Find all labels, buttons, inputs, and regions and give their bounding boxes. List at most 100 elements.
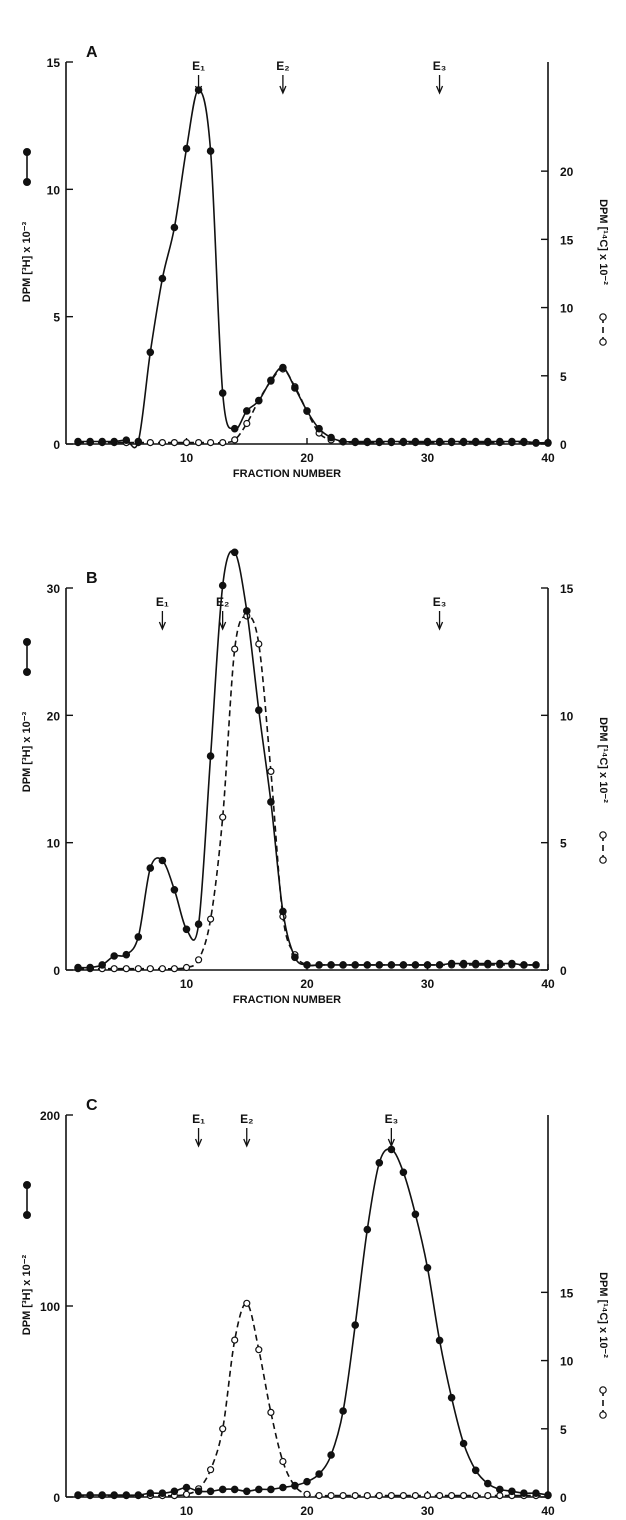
h3-point [459, 959, 468, 968]
x-tick-label: 10 [180, 977, 194, 991]
h3-point [496, 437, 504, 446]
h3-point [74, 1491, 82, 1499]
h3-point [267, 798, 275, 806]
h3-point [291, 953, 299, 962]
c14-point [351, 1491, 359, 1500]
h3-point [387, 961, 396, 969]
h3-point [303, 407, 311, 415]
c14-point [399, 1491, 407, 1500]
h3-point [339, 437, 347, 446]
right-y-tick-label: 15 [560, 582, 574, 596]
right-y-axis-label: DPM [¹⁴C] x 10⁻² [597, 1272, 609, 1358]
h3-point [423, 961, 432, 969]
h3-point [134, 933, 143, 941]
c14-point [134, 965, 142, 973]
c14-point [267, 1408, 275, 1417]
marker-label: E₁ [192, 1112, 205, 1126]
h3-point [122, 1491, 131, 1499]
h3-point [218, 1485, 227, 1494]
h3-point [182, 1483, 191, 1492]
h3-point [170, 1487, 179, 1496]
h3-point [375, 1159, 384, 1167]
x-axis-label: FRACTION NUMBER [233, 468, 341, 480]
h3-point [230, 424, 239, 433]
h3-point [435, 1336, 444, 1345]
right-y-tick-label: 10 [560, 709, 574, 723]
h3-point [182, 144, 191, 153]
h3-point [387, 437, 396, 446]
c14-point [436, 1491, 444, 1500]
c14-point [303, 1490, 311, 1498]
marker-arrowhead [194, 1138, 203, 1148]
h3-point [447, 959, 456, 968]
x-tick-label: 40 [541, 977, 555, 991]
left-y-tick-label: 0 [53, 1491, 60, 1505]
h3-point [254, 1485, 263, 1494]
h3-point [315, 961, 323, 969]
c14-point [231, 436, 239, 444]
h3-point [158, 1489, 167, 1497]
left-legend-marker [23, 148, 31, 156]
marker-arrowhead [243, 1138, 251, 1148]
left-y-tick-label: 0 [53, 964, 60, 978]
h3-point [122, 950, 131, 959]
marker-label: E₂ [240, 1112, 253, 1126]
c14-point [195, 439, 203, 447]
h3-point [375, 437, 384, 446]
c14-point [231, 1336, 239, 1344]
h3-point [243, 407, 251, 415]
c14-point [170, 965, 178, 973]
h3-point [146, 348, 155, 357]
h3-point [291, 1481, 299, 1490]
h3-point [86, 963, 94, 972]
h3-point [520, 1489, 528, 1497]
c14-point [207, 1466, 215, 1474]
panel-letter: A [86, 44, 98, 61]
c14-point [243, 1299, 251, 1307]
h3-point [206, 752, 215, 760]
x-tick-label: 10 [180, 1504, 194, 1518]
series-c14 [74, 1299, 552, 1500]
left-y-tick-label: 200 [40, 1109, 60, 1123]
left-legend-marker [23, 178, 31, 186]
h3-point [411, 1210, 420, 1219]
marker-arrowhead [219, 621, 227, 631]
marker-arrowhead [435, 85, 444, 95]
h3-point [423, 1264, 432, 1272]
h3-point [496, 959, 504, 968]
h3-point [146, 864, 155, 872]
h3-point [254, 706, 263, 715]
left-y-tick-label: 10 [47, 837, 61, 851]
h3-point [363, 961, 372, 969]
h3-point [170, 223, 179, 232]
x-tick-label: 40 [541, 1504, 555, 1518]
h3-point [98, 437, 106, 446]
c14-point [484, 1491, 492, 1500]
panel-a: A 10 20 30 40 FRACTION NUMBER 0 5 10 15 0 5 10 15 20 DP… [21, 44, 609, 480]
c14-point [255, 1346, 263, 1354]
left-legend-marker [23, 668, 31, 676]
c14-point [182, 1490, 191, 1498]
h3-point [267, 1485, 275, 1494]
c14-point [339, 1491, 347, 1500]
c14-curve [77, 368, 549, 445]
panel-letter: C [86, 1097, 98, 1114]
c14-point [122, 965, 130, 973]
c14-point [158, 965, 166, 973]
h3-point [86, 1491, 94, 1499]
h3-point [520, 961, 528, 969]
h3-curve [77, 550, 537, 969]
h3-point [532, 1489, 540, 1497]
x-tick-label: 20 [300, 977, 314, 991]
h3-point [508, 1487, 516, 1496]
x-tick-label: 40 [541, 451, 555, 465]
h3-point [447, 437, 456, 446]
right-legend-marker [599, 856, 607, 864]
h3-point [98, 961, 106, 969]
h3-point [182, 925, 191, 934]
h3-point [194, 86, 203, 94]
h3-point [74, 963, 82, 972]
c14-point [219, 439, 227, 447]
c14-point [472, 1491, 480, 1500]
c14-point [207, 915, 215, 923]
